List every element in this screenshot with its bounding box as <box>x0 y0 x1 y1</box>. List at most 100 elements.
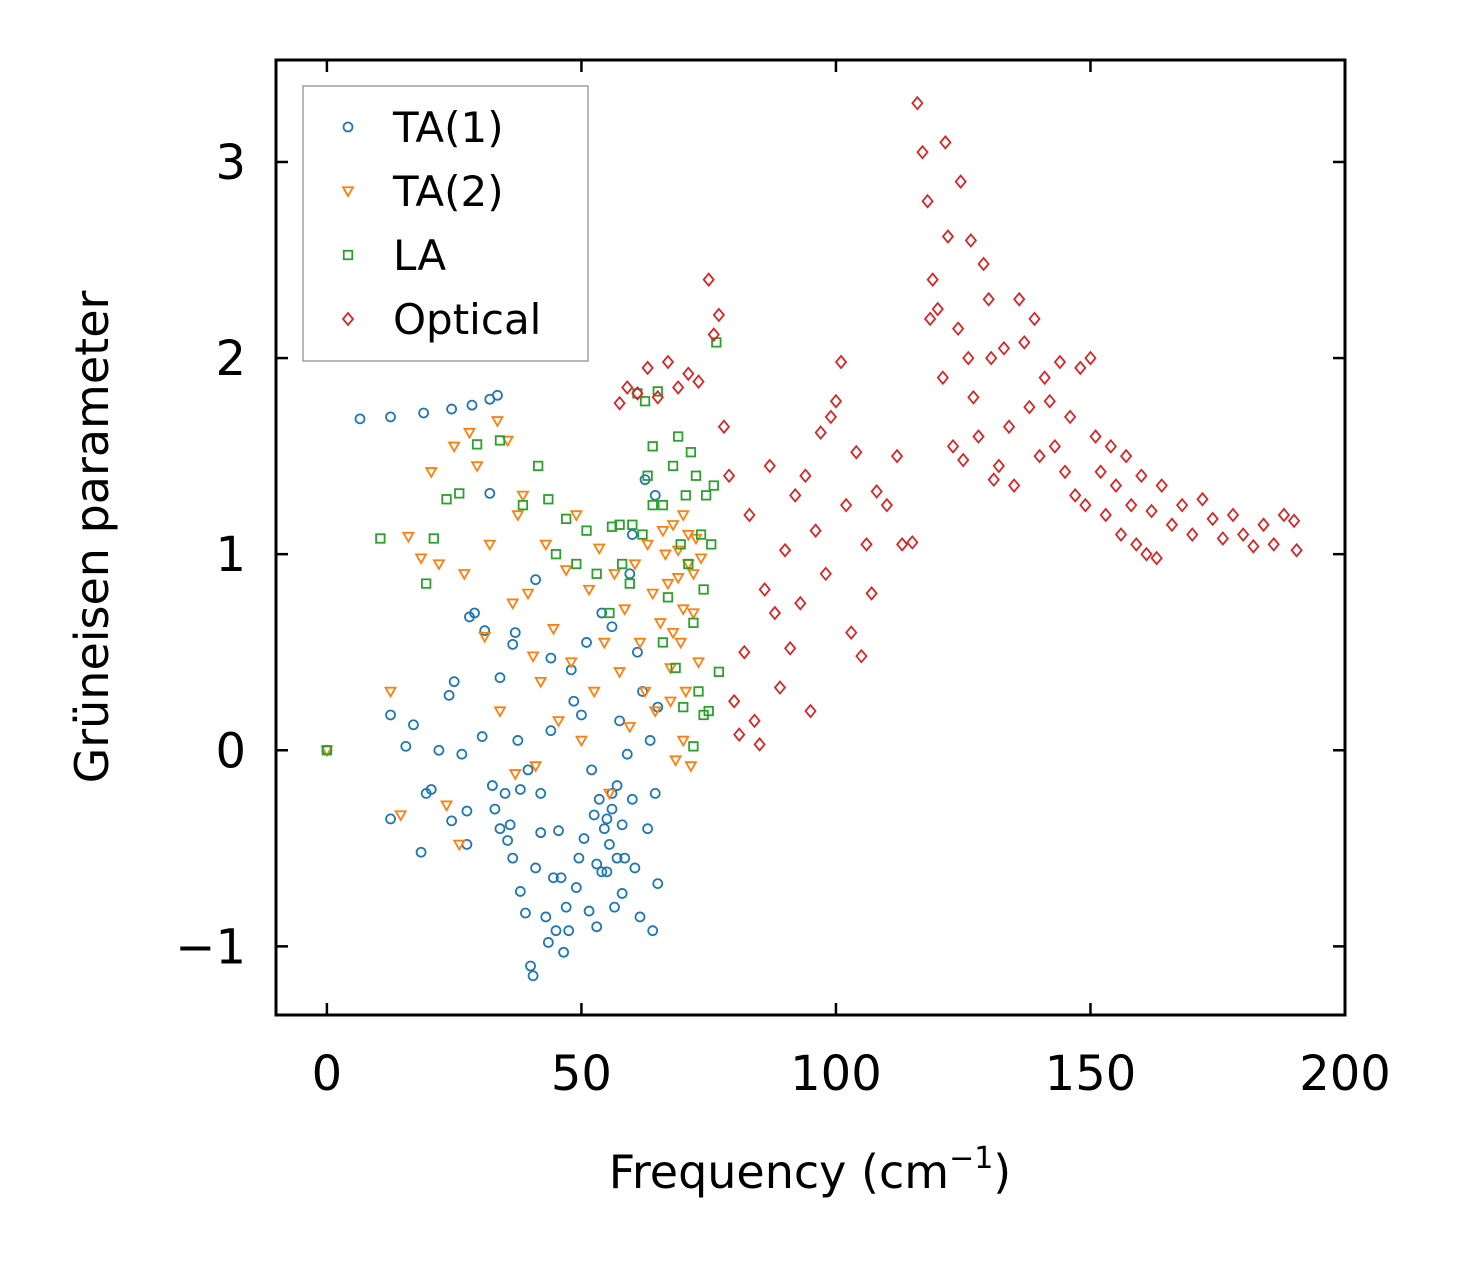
data-point <box>647 499 658 511</box>
legend-entry: TA(2) <box>341 167 504 216</box>
data-point <box>890 448 904 464</box>
y-tick-label: 1 <box>215 527 246 583</box>
data-point <box>596 607 608 619</box>
data-point <box>1135 468 1148 484</box>
x-axis-title-close: ) <box>993 1145 1011 1199</box>
data-point <box>414 553 428 565</box>
data-point <box>733 727 746 742</box>
data-point <box>1226 507 1240 523</box>
data-point <box>511 510 525 522</box>
data-point <box>676 735 690 748</box>
data-point <box>1079 497 1092 513</box>
data-point <box>951 321 965 337</box>
data-point <box>476 731 488 742</box>
data-point <box>521 588 535 601</box>
legend-label: TA(2) <box>392 167 504 216</box>
data-point <box>439 800 454 812</box>
data-point <box>653 618 667 630</box>
data-point <box>1094 464 1107 480</box>
data-point <box>1175 497 1189 513</box>
data-point <box>1145 503 1158 519</box>
series-optical <box>613 95 1303 752</box>
data-point <box>964 233 978 248</box>
data-point <box>502 835 514 846</box>
data-point <box>527 970 539 982</box>
data-point <box>923 311 937 327</box>
legend-label: TA(1) <box>392 103 504 152</box>
data-point <box>748 713 761 729</box>
data-point <box>514 784 526 795</box>
data-point <box>688 617 699 628</box>
data-point <box>661 578 675 591</box>
data-point <box>609 901 620 913</box>
data-point <box>613 395 626 411</box>
data-point <box>545 725 557 737</box>
data-point <box>753 736 766 752</box>
data-point <box>1290 542 1303 558</box>
data-point <box>385 709 396 721</box>
data-point <box>860 536 873 552</box>
data-point <box>571 558 582 570</box>
data-point <box>582 584 596 597</box>
data-point <box>931 301 944 317</box>
data-point <box>926 272 939 288</box>
data-point <box>672 431 684 442</box>
data-point <box>962 350 975 366</box>
legend-label: LA <box>393 231 446 280</box>
data-point <box>644 735 656 746</box>
data-point <box>679 686 693 699</box>
data-point <box>606 521 618 532</box>
data-point <box>738 644 751 660</box>
data-point <box>638 686 652 699</box>
data-point <box>517 499 529 511</box>
data-point <box>598 823 610 835</box>
data-point <box>478 631 492 644</box>
data-point <box>814 425 827 440</box>
data-point <box>578 833 590 844</box>
data-point <box>768 605 782 621</box>
data-point <box>957 452 970 468</box>
data-point <box>641 360 654 376</box>
y-tick-label: 0 <box>215 723 246 779</box>
data-point <box>602 788 616 801</box>
data-point <box>639 396 651 407</box>
data-point <box>462 427 476 440</box>
legend-label: Optical <box>393 295 541 344</box>
data-point <box>616 819 628 831</box>
data-point <box>606 621 618 633</box>
data-point <box>1206 511 1219 527</box>
data-point <box>601 813 613 825</box>
data-point <box>428 533 439 544</box>
data-point <box>1028 311 1041 327</box>
data-point <box>354 413 366 425</box>
data-point <box>1104 438 1118 454</box>
data-point <box>712 307 726 323</box>
data-point <box>1043 393 1056 409</box>
data-point <box>682 366 695 382</box>
data-point <box>680 490 691 501</box>
data-point <box>633 637 647 650</box>
legend-marker <box>342 121 354 133</box>
data-point <box>819 566 832 582</box>
legend-entry: LA <box>342 231 446 280</box>
data-point <box>637 529 648 540</box>
data-point <box>596 866 608 878</box>
data-point <box>1033 448 1046 464</box>
data-point <box>492 389 503 401</box>
data-point <box>686 569 700 581</box>
data-point <box>870 484 883 499</box>
data-series-layer <box>320 95 1303 982</box>
data-point <box>490 416 504 428</box>
data-point <box>941 229 955 244</box>
data-point <box>443 689 455 701</box>
data-point <box>623 722 637 734</box>
data-point <box>433 744 445 756</box>
data-point <box>576 709 587 721</box>
data-point <box>706 539 717 550</box>
data-point <box>486 780 498 791</box>
data-point <box>1048 438 1062 454</box>
data-point <box>588 809 600 821</box>
data-point <box>452 839 466 852</box>
data-point <box>616 888 628 899</box>
data-point <box>691 657 706 669</box>
